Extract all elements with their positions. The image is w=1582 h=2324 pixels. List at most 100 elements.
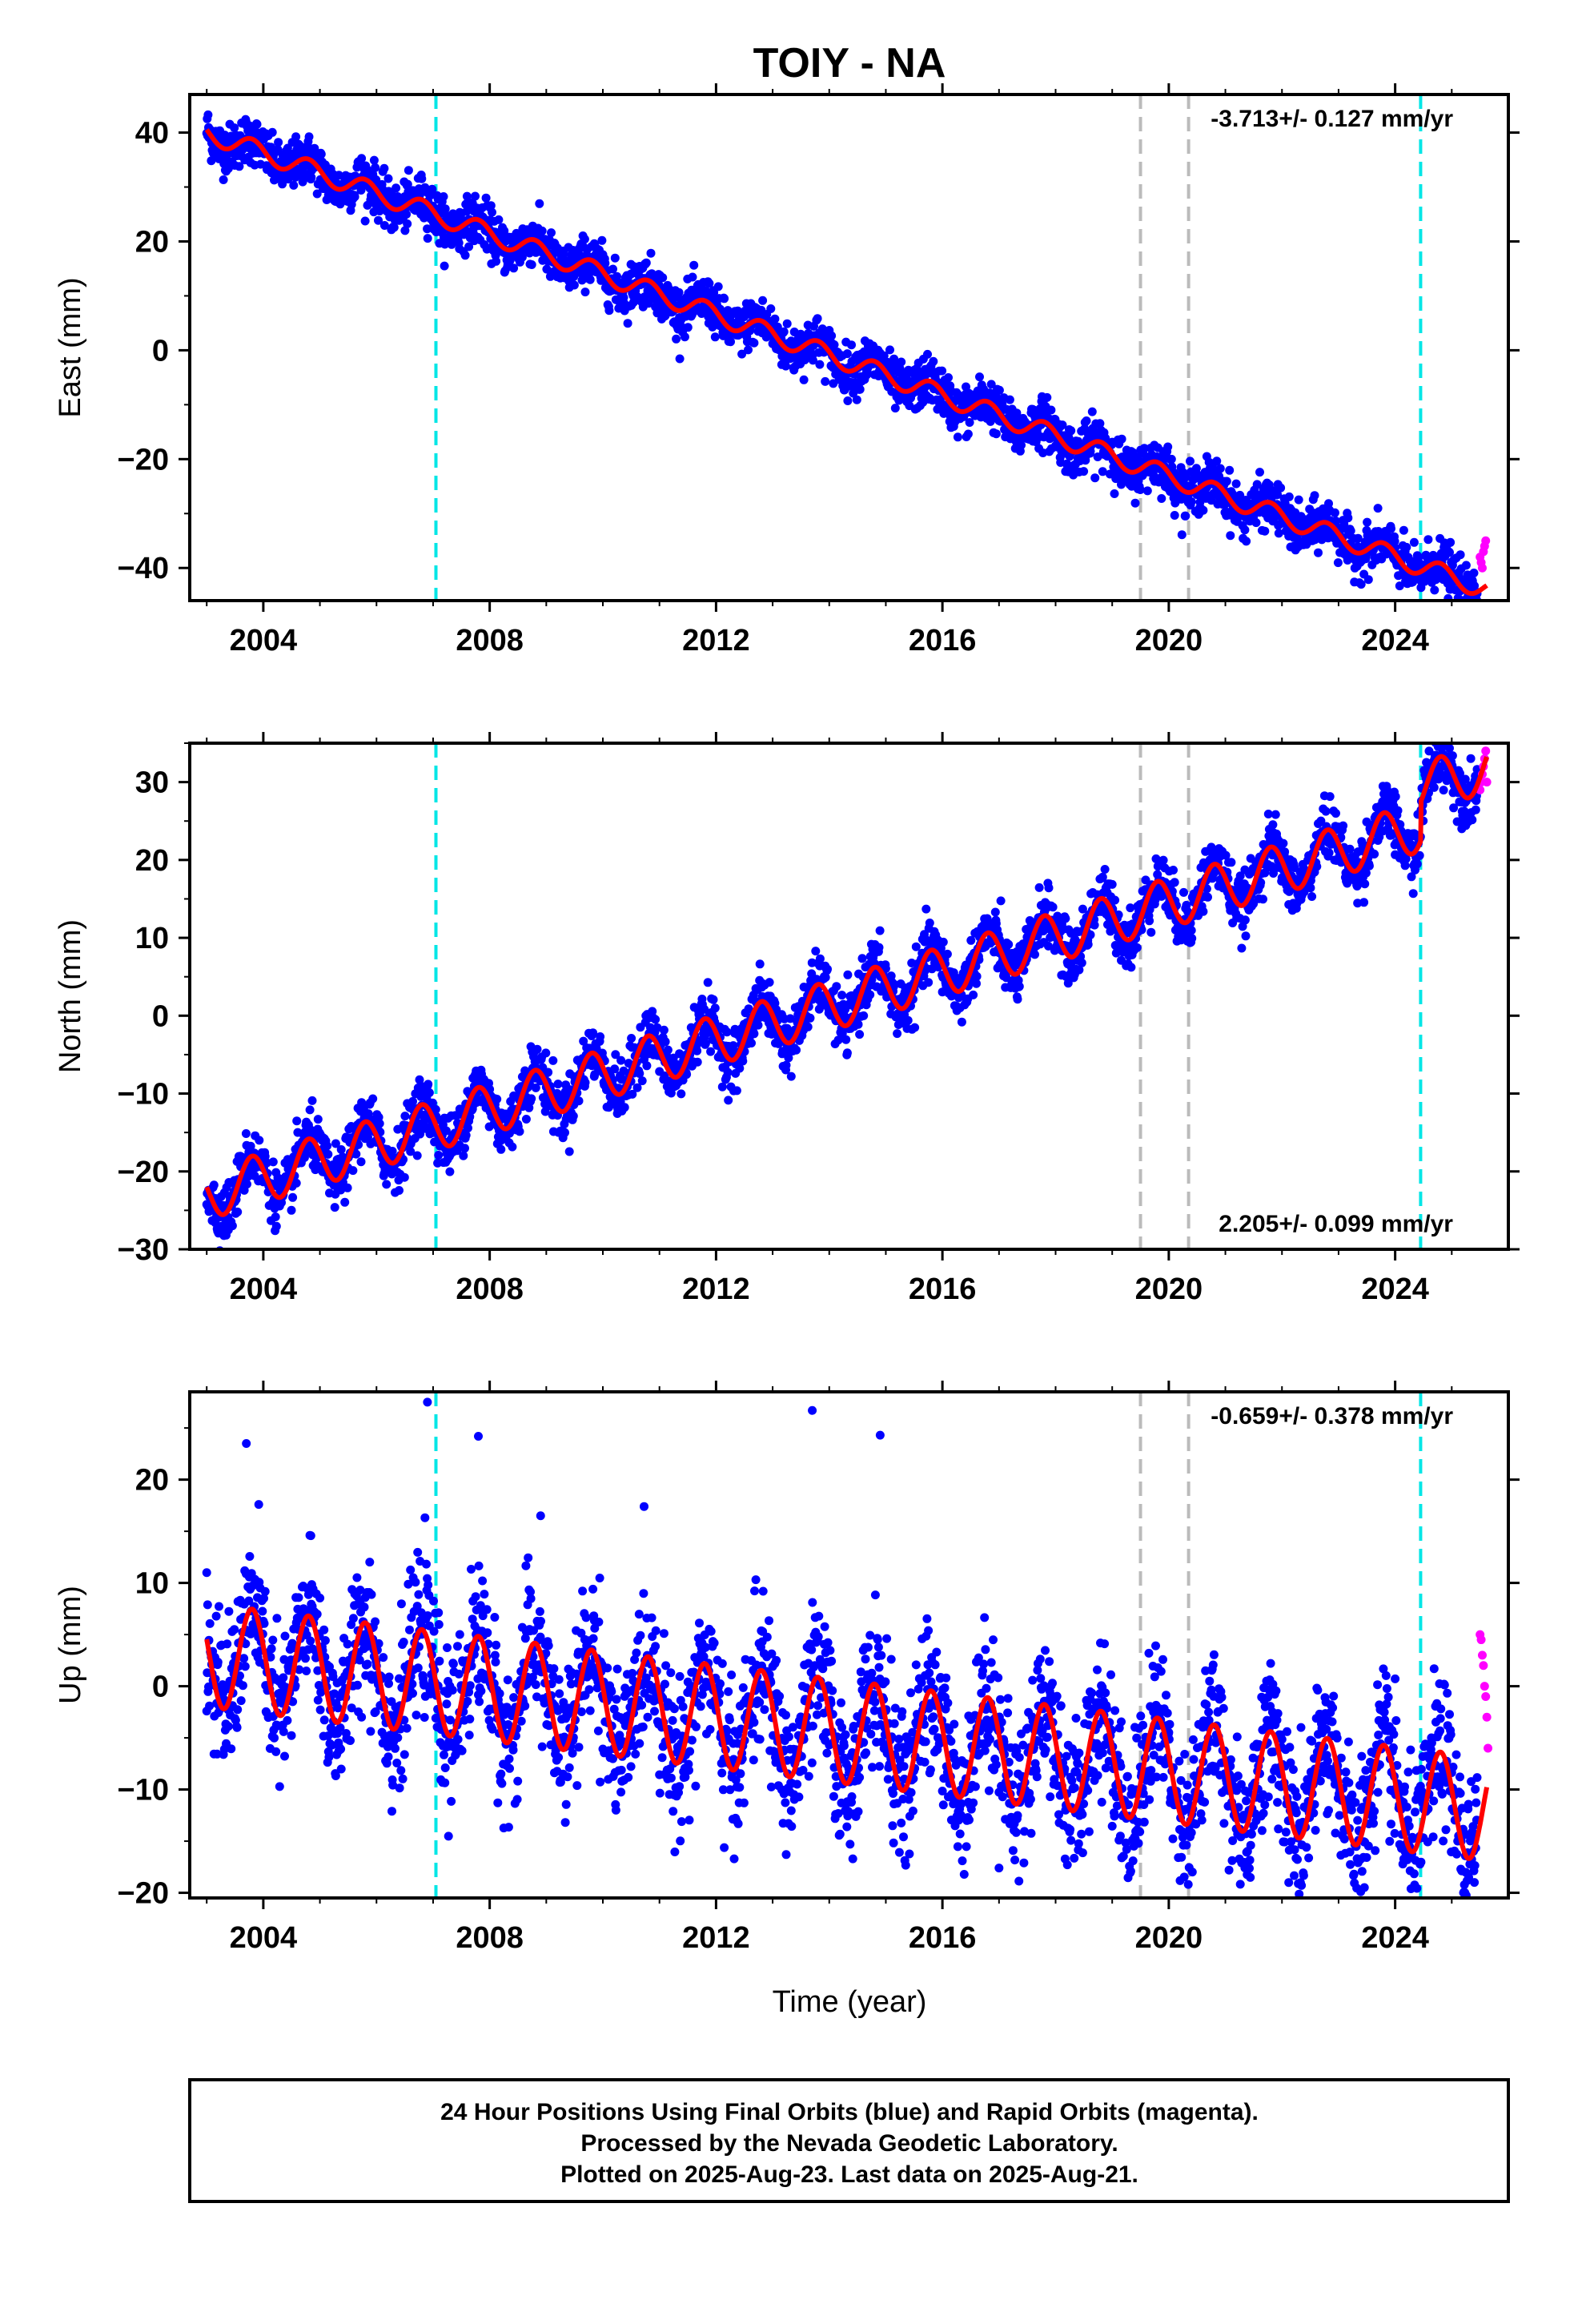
north-point <box>942 949 952 959</box>
east-ytick-label: −20 <box>118 443 169 476</box>
east-point <box>1157 494 1166 503</box>
east-point <box>1445 548 1454 557</box>
north-point <box>580 1078 590 1088</box>
north-point <box>893 1029 902 1039</box>
north-point <box>288 1192 298 1202</box>
east-point <box>1082 416 1091 425</box>
east-point <box>1090 473 1100 483</box>
north-point <box>1048 903 1058 912</box>
east-point <box>360 216 370 226</box>
north-point <box>611 1050 620 1059</box>
east-point <box>781 361 790 371</box>
east-point <box>252 119 262 129</box>
east-point <box>1402 542 1411 552</box>
east-point <box>1251 518 1261 528</box>
north-point <box>243 1180 251 1189</box>
north-point <box>1030 950 1039 959</box>
north-point <box>415 1075 424 1084</box>
north-point <box>990 907 1000 917</box>
north-point <box>910 1023 920 1032</box>
north-point <box>663 1045 673 1055</box>
east-ytick-label: 40 <box>135 117 169 151</box>
east-point <box>1212 456 1222 466</box>
east-point <box>1117 434 1126 444</box>
east-point <box>580 235 589 244</box>
north-point <box>588 1028 598 1038</box>
east-point <box>374 215 383 225</box>
east-point <box>701 286 711 296</box>
east-point <box>1255 468 1264 477</box>
north-point <box>859 1011 869 1020</box>
north-point <box>921 904 931 914</box>
east-point <box>852 395 861 404</box>
north-point <box>724 1096 733 1105</box>
north-point <box>832 982 841 991</box>
east-point <box>1186 497 1196 506</box>
east-point <box>938 366 947 376</box>
north-point <box>652 1023 662 1032</box>
north-point <box>348 1166 358 1176</box>
east-point <box>537 226 547 235</box>
east-point <box>604 306 614 316</box>
east-point <box>547 228 556 238</box>
east-point <box>1343 513 1353 523</box>
north-point <box>246 1141 255 1151</box>
east-point <box>1331 517 1340 525</box>
north-point <box>560 1128 569 1137</box>
north-point <box>642 1061 652 1071</box>
east-point <box>460 251 470 260</box>
north-point <box>553 1080 563 1089</box>
north-point <box>465 1112 475 1121</box>
east-ytick-label: 20 <box>135 225 169 259</box>
chart-title: TOIY - NA <box>753 40 946 86</box>
east-point <box>391 183 401 193</box>
north-point <box>382 1180 391 1189</box>
north-point <box>544 1068 553 1077</box>
east-point <box>1408 577 1418 587</box>
east-point <box>1017 440 1026 450</box>
east-point <box>1460 609 1469 618</box>
east-point <box>1093 452 1102 461</box>
east-point <box>1005 395 1014 404</box>
east-point <box>991 429 1001 439</box>
north-point <box>412 1151 422 1160</box>
east-point <box>994 385 1004 395</box>
north-point <box>855 1030 865 1039</box>
north-point <box>564 1147 574 1156</box>
east-point <box>486 201 496 211</box>
east-ylabel: East (mm) <box>54 277 87 417</box>
east-point <box>1240 525 1250 535</box>
east-point <box>509 263 519 273</box>
east-point <box>235 162 244 171</box>
east-point <box>1058 420 1067 430</box>
east-point <box>1387 524 1395 533</box>
north-point <box>521 1115 531 1124</box>
east-point <box>1456 550 1465 560</box>
east-point <box>1260 526 1270 536</box>
east-point <box>1046 405 1056 415</box>
north-point <box>749 1029 759 1039</box>
east-point <box>350 192 359 202</box>
north-point <box>271 1221 281 1231</box>
east-point <box>683 323 693 332</box>
east-point <box>439 192 448 201</box>
east-plot-area <box>202 94 1491 619</box>
north-point <box>323 1149 333 1159</box>
north-point <box>441 1126 451 1136</box>
north-point <box>515 1127 524 1136</box>
east-point <box>744 345 753 355</box>
east-point <box>1446 537 1456 547</box>
east-point <box>675 354 685 364</box>
north-point <box>823 964 832 974</box>
east-rapid-points <box>1476 536 1491 573</box>
north-point <box>1146 927 1156 937</box>
east-point <box>986 380 996 389</box>
east-point <box>944 373 953 382</box>
east-point <box>1460 610 1468 619</box>
east-point <box>1166 454 1176 464</box>
east-point <box>815 360 825 369</box>
east-point <box>542 264 552 274</box>
east-point <box>312 189 322 199</box>
